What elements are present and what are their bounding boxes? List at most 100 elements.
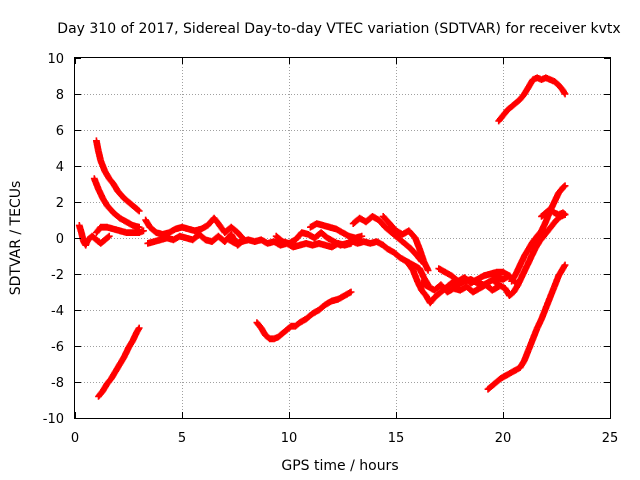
- plot-frame: [74, 57, 611, 419]
- y-tick-label: -6: [51, 340, 64, 355]
- y-tick-label: 10: [47, 52, 64, 67]
- series-arc-17: [435, 265, 520, 287]
- series-arc-19: [508, 182, 569, 285]
- data-point: [347, 288, 355, 296]
- data-point: [407, 245, 420, 259]
- data-point: [536, 233, 547, 245]
- series-arc-10: [307, 220, 366, 242]
- data-point: [548, 217, 559, 229]
- series-arc-22: [495, 74, 569, 125]
- data-point: [140, 227, 147, 235]
- x-tick-label: 15: [388, 431, 405, 446]
- x-axis-label: GPS time / hours: [281, 458, 398, 474]
- y-tick-label: -8: [51, 376, 64, 391]
- data-point: [195, 231, 208, 243]
- data-point: [551, 209, 561, 218]
- data-point: [227, 223, 240, 236]
- data-point: [103, 202, 116, 216]
- data-point: [375, 216, 388, 230]
- data-point: [146, 223, 159, 236]
- data-point: [538, 75, 548, 83]
- data-point: [292, 320, 302, 330]
- y-tick-label: -2: [51, 268, 64, 283]
- data-point: [135, 207, 143, 215]
- data-point: [559, 209, 568, 218]
- data-point: [484, 381, 497, 393]
- data-point: [561, 90, 569, 98]
- data-point: [210, 214, 221, 226]
- data-point: [262, 331, 273, 342]
- data-point: [127, 200, 140, 212]
- data-point: [386, 220, 399, 234]
- series-arc-21: [484, 261, 569, 393]
- data-point: [499, 107, 510, 119]
- data-point: [559, 183, 568, 191]
- series-arc-20: [538, 205, 569, 220]
- data-point: [533, 74, 544, 83]
- data-point: [431, 291, 442, 301]
- data-point: [317, 229, 330, 241]
- data-point: [546, 76, 557, 85]
- data-point: [538, 210, 549, 220]
- x-tick-label: 10: [281, 431, 298, 446]
- y-tick-label: 4: [56, 160, 64, 175]
- data-point: [110, 209, 123, 221]
- series-arc-04: [75, 222, 113, 249]
- data-point: [93, 224, 104, 236]
- series-arc-03: [93, 223, 147, 236]
- data-point: [253, 319, 264, 331]
- y-tick-label: 0: [56, 232, 64, 247]
- data-point: [390, 249, 403, 261]
- data-point: [114, 187, 127, 201]
- y-tick-label: 6: [56, 124, 64, 139]
- data-point: [516, 91, 527, 103]
- series-arc-12: [349, 238, 432, 289]
- data-point: [491, 375, 504, 388]
- data-point: [403, 258, 416, 273]
- data-point: [97, 237, 108, 247]
- data-point: [272, 232, 285, 245]
- data-point: [133, 325, 142, 335]
- series-arc-09: [272, 229, 357, 249]
- data-point: [105, 232, 113, 240]
- series-arc-01: [93, 137, 143, 215]
- data-point: [546, 205, 557, 216]
- series-arc-11: [253, 288, 355, 343]
- data-point: [394, 234, 407, 246]
- y-tick-labels: -10 -8 -6 -4 -2 0 2 4 6 8 10: [43, 52, 64, 427]
- data-point: [559, 262, 568, 272]
- data-point: [379, 213, 393, 226]
- x-tick-label: 25: [602, 431, 619, 446]
- data-point: [424, 267, 432, 274]
- data-point: [358, 232, 366, 240]
- data-point: [302, 311, 315, 323]
- data-point: [88, 232, 99, 243]
- data-point: [279, 327, 290, 337]
- y-tick-label: 2: [56, 196, 64, 211]
- data-point: [555, 210, 565, 218]
- data-point: [401, 240, 414, 252]
- data-point: [135, 228, 146, 236]
- data-point: [120, 195, 133, 207]
- y-tick-label: -10: [43, 412, 64, 427]
- data-point: [103, 376, 114, 388]
- data-point: [508, 100, 519, 110]
- data-point: [381, 223, 395, 236]
- data-point: [418, 286, 429, 298]
- series-arc-05: [95, 324, 143, 400]
- data-point: [529, 75, 540, 83]
- x-tick-labels: 0 5 10 15 20 25: [71, 431, 618, 446]
- series-arc-02: [90, 175, 143, 231]
- x-tick-label: 0: [71, 431, 79, 446]
- data-point: [488, 276, 502, 288]
- x-tick-label: 5: [178, 431, 186, 446]
- data-markers: [75, 74, 569, 400]
- data-point: [349, 238, 360, 247]
- y-axis-label: SDTVAR / TECUs: [8, 181, 24, 296]
- data-point: [270, 334, 281, 343]
- series-arc-16: [418, 279, 503, 296]
- data-point: [495, 113, 506, 125]
- data-point: [559, 87, 568, 97]
- data-point: [540, 228, 551, 240]
